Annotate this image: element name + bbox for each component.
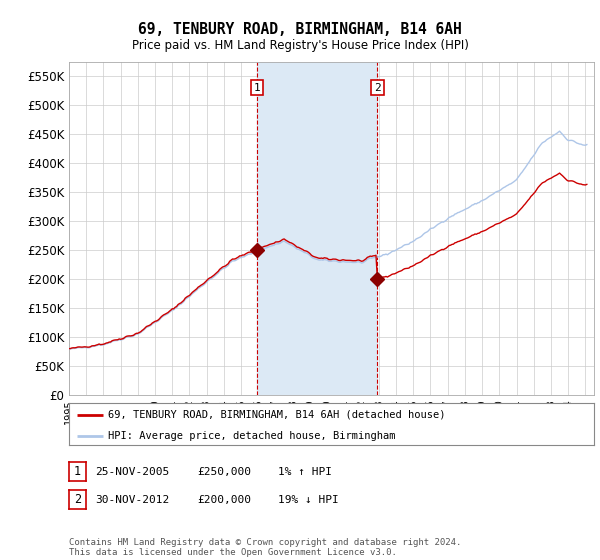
Text: £200,000: £200,000 xyxy=(197,494,251,505)
Text: 30-NOV-2012: 30-NOV-2012 xyxy=(95,494,169,505)
Text: HPI: Average price, detached house, Birmingham: HPI: Average price, detached house, Birm… xyxy=(109,431,396,441)
Text: 69, TENBURY ROAD, BIRMINGHAM, B14 6AH (detached house): 69, TENBURY ROAD, BIRMINGHAM, B14 6AH (d… xyxy=(109,410,446,420)
Text: 25-NOV-2005: 25-NOV-2005 xyxy=(95,466,169,477)
Text: 1: 1 xyxy=(74,465,81,478)
Text: 2: 2 xyxy=(374,83,381,92)
Text: Price paid vs. HM Land Registry's House Price Index (HPI): Price paid vs. HM Land Registry's House … xyxy=(131,39,469,52)
Bar xyxy=(257,62,377,395)
Text: 69, TENBURY ROAD, BIRMINGHAM, B14 6AH: 69, TENBURY ROAD, BIRMINGHAM, B14 6AH xyxy=(138,22,462,38)
Text: 1: 1 xyxy=(254,83,260,92)
Text: Contains HM Land Registry data © Crown copyright and database right 2024.
This d: Contains HM Land Registry data © Crown c… xyxy=(69,538,461,557)
Text: 1% ↑ HPI: 1% ↑ HPI xyxy=(278,466,332,477)
Text: £250,000: £250,000 xyxy=(197,466,251,477)
Text: 19% ↓ HPI: 19% ↓ HPI xyxy=(278,494,338,505)
Text: 2: 2 xyxy=(74,493,81,506)
